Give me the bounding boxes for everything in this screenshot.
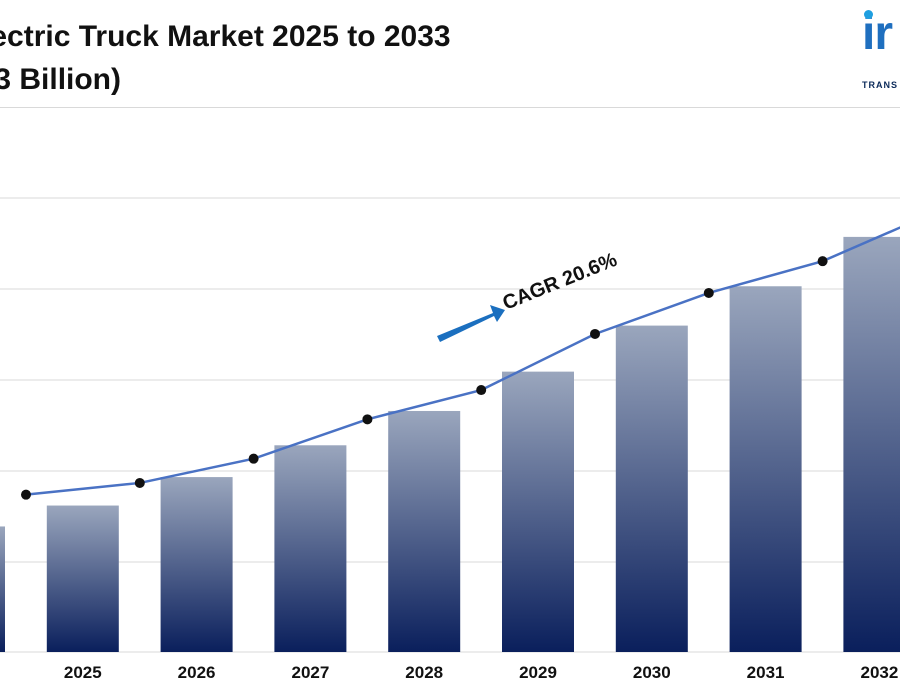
trend-point-2026	[248, 453, 259, 464]
bar-2032	[843, 236, 900, 652]
cagr-annotation: CAGR 20.6%	[437, 249, 620, 342]
tick-label-2031: 2031	[747, 663, 785, 682]
trend-point-2028	[476, 385, 487, 396]
trend-point-2025	[134, 477, 145, 488]
header-divider	[0, 107, 900, 108]
cagr-arrow-icon	[437, 305, 505, 342]
trend-point-2030	[703, 287, 714, 298]
cagr-label: CAGR 20.6%	[500, 249, 621, 315]
trend-point-2029	[590, 328, 600, 339]
trend-line	[21, 226, 900, 500]
trend-point-2027	[362, 414, 373, 425]
trend-point-2031	[817, 256, 828, 267]
bar-2026	[160, 477, 233, 652]
bar-2027	[274, 445, 347, 652]
chart-title-line-2: .3 Billion)	[0, 63, 121, 96]
logo-dot-icon	[864, 10, 873, 19]
chart-title-line-1: lectric Truck Market 2025 to 2033	[0, 20, 451, 53]
tick-label-2030: 2030	[633, 663, 671, 682]
bars	[0, 236, 900, 652]
trend-polyline	[25, 226, 900, 496]
tick-label-2027: 2027	[291, 663, 329, 682]
trend-point-2024	[21, 489, 31, 500]
bar-2029	[502, 371, 574, 652]
brand-logo: ir TRANS	[860, 10, 900, 90]
bar-2030	[615, 325, 688, 652]
tick-label-2026: 2026	[178, 663, 216, 682]
x-axis-ticks: 2025 2026 2027 2028 2029 2030 2031 2032	[64, 663, 898, 682]
bar-2031	[729, 286, 802, 652]
tick-label-2032: 2032	[860, 663, 898, 682]
tick-label-2028: 2028	[405, 663, 443, 682]
bar-2025	[46, 505, 119, 652]
bar-2028	[388, 410, 461, 652]
logo-subtext: TRANS	[862, 80, 898, 90]
tick-label-2025: 2025	[64, 663, 102, 682]
tick-label-2029: 2029	[519, 663, 557, 682]
bar-2024	[0, 526, 5, 652]
